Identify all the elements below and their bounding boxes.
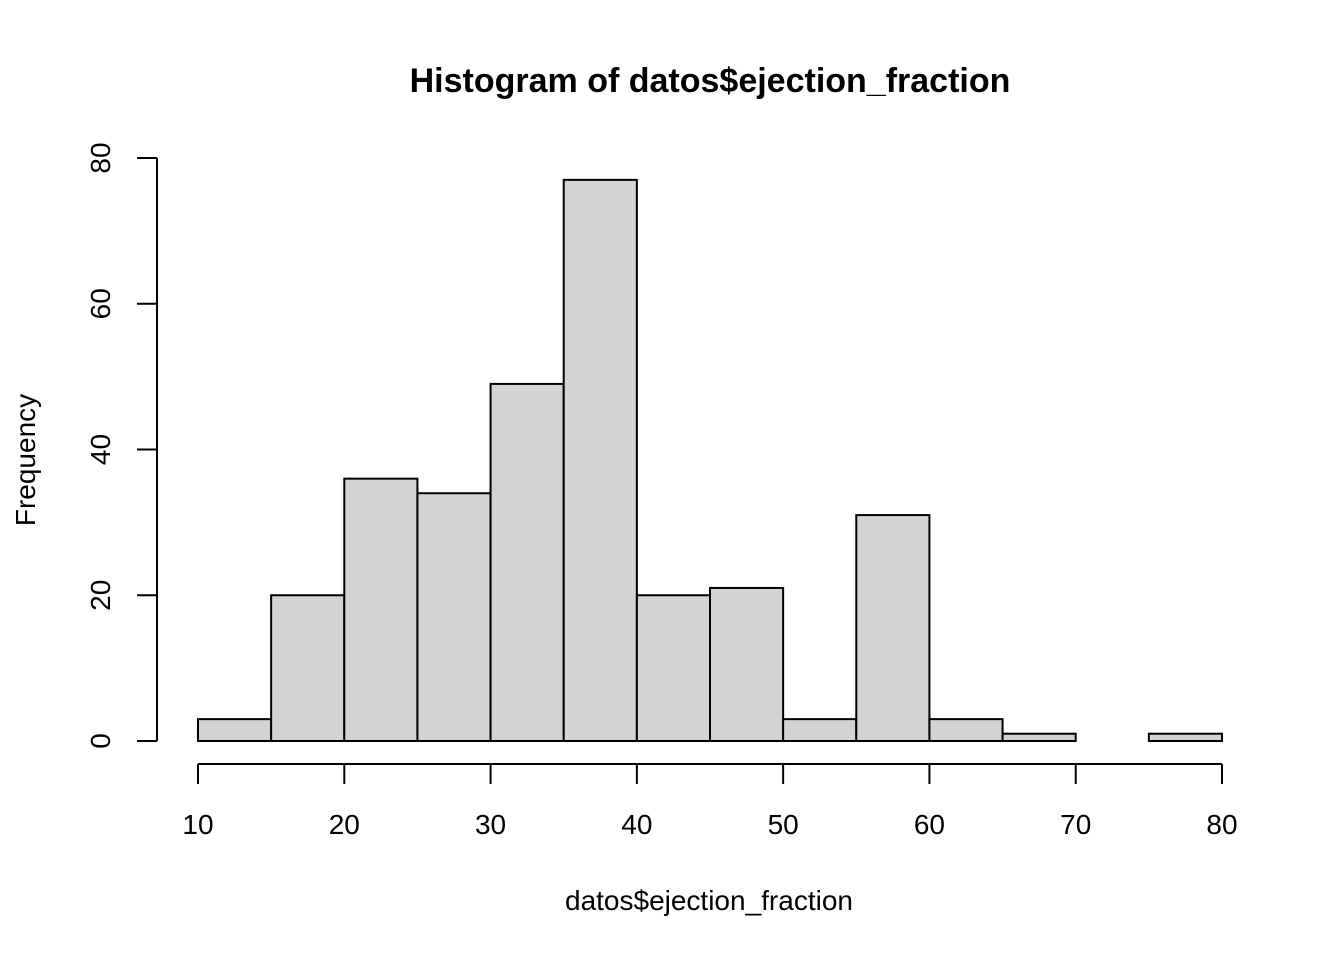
bars-group [197, 178, 1224, 743]
x-tick-label: 80 [1206, 809, 1237, 840]
x-tick-label: 50 [768, 809, 799, 840]
y-axis-label: Frequency [10, 394, 41, 526]
x-tick-label: 70 [1060, 809, 1091, 840]
x-tick-label: 20 [329, 809, 360, 840]
y-tick-label: 80 [85, 142, 116, 173]
x-tick-label: 40 [621, 809, 652, 840]
histogram-bar-60-65 [928, 718, 1004, 743]
y-tick-label: 0 [85, 733, 116, 749]
histogram-bar-55-60 [855, 514, 931, 743]
histogram-bar-25-30 [416, 492, 492, 742]
x-axis-label: datos$ejection_fraction [565, 885, 853, 916]
y-axis: 0 20 40 60 80 [85, 142, 158, 749]
y-tick-label: 20 [85, 580, 116, 611]
y-tick-label: 60 [85, 288, 116, 319]
histogram-bar-15-20 [270, 594, 346, 742]
histogram-bar-10-15 [197, 718, 273, 743]
chart-title: Histogram of datos$ejection_fraction [410, 62, 1011, 100]
x-tick-label: 30 [475, 809, 506, 840]
histogram-bar-45-50 [709, 586, 785, 743]
y-tick-label: 40 [85, 434, 116, 465]
histogram-bar-30-35 [489, 382, 565, 742]
histogram-bar-50-55 [782, 718, 858, 743]
histogram-bar-20-25 [343, 477, 419, 742]
x-axis: 10 20 30 40 50 60 70 80 [182, 763, 1238, 840]
histogram-bar-65-70 [1001, 732, 1077, 743]
histogram-bar-40-45 [635, 594, 711, 742]
histogram-bar-75-80 [1147, 732, 1224, 743]
x-tick-label: 10 [182, 809, 213, 840]
x-tick-label: 60 [914, 809, 945, 840]
histogram-bar-35-40 [562, 178, 638, 743]
